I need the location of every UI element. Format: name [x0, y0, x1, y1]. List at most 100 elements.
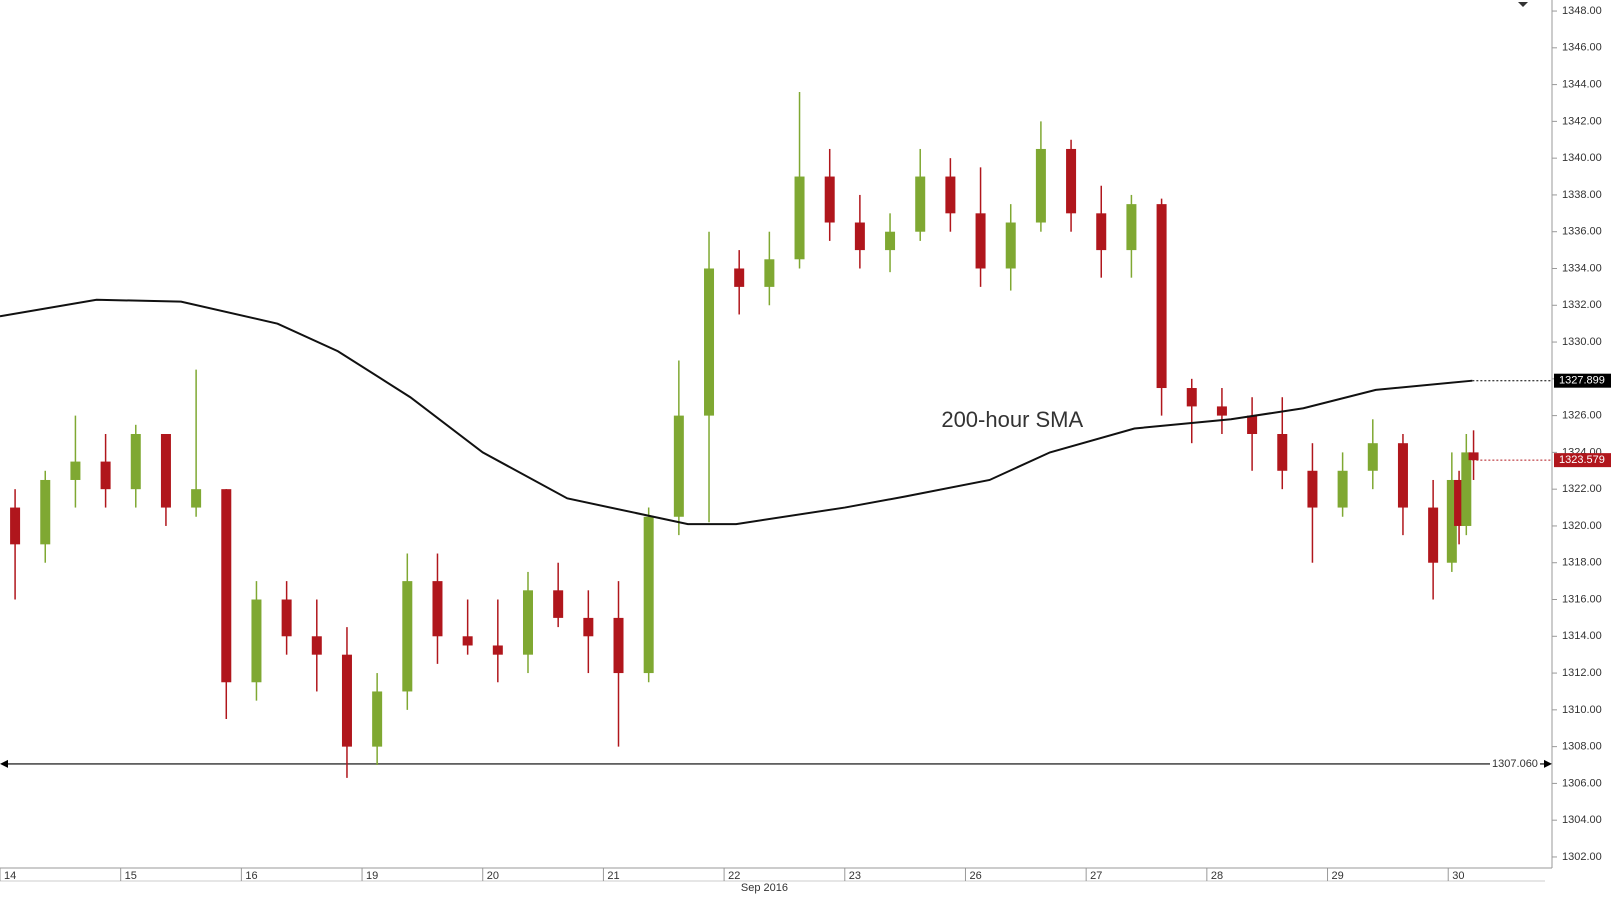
- x-tick-label: 29: [1332, 870, 1344, 882]
- candle-body: [1247, 415, 1258, 434]
- y-tick-label: 1338.00: [1562, 189, 1602, 201]
- candle-body: [1216, 406, 1227, 416]
- x-tick-label: 23: [849, 870, 861, 882]
- candle-body: [1307, 470, 1318, 508]
- candle-body: [945, 176, 956, 214]
- candle-body: [522, 590, 533, 655]
- candle-body: [1005, 222, 1016, 269]
- y-tick-label: 1330.00: [1562, 336, 1602, 348]
- candle-body: [160, 434, 171, 508]
- candle-body: [100, 461, 111, 490]
- x-tick-label: 19: [366, 870, 378, 882]
- last_price-box: [1554, 453, 1611, 468]
- last_price-label: 1323.579: [1559, 454, 1605, 466]
- candle-body: [794, 176, 805, 260]
- candle-body: [915, 176, 926, 232]
- candle-body: [191, 489, 202, 508]
- candle-body: [613, 617, 624, 674]
- support-label: 1307.060: [1492, 758, 1538, 770]
- annotation: 200-hour SMA: [941, 407, 1083, 432]
- candle-body: [704, 268, 715, 416]
- candle-body: [1428, 507, 1439, 563]
- x-tick-label: 20: [487, 870, 499, 882]
- support-label-bg: [1490, 756, 1540, 771]
- candle-body: [643, 516, 654, 674]
- x-tick-label: 21: [607, 870, 619, 882]
- y-tick-label: 1336.00: [1562, 226, 1602, 238]
- candle-body: [221, 489, 232, 683]
- candle-body: [1397, 443, 1408, 508]
- candle-body: [824, 176, 835, 223]
- candle-body: [673, 415, 684, 517]
- support-arrow-right: [1544, 759, 1552, 768]
- y-tick-label: 1314.00: [1562, 630, 1602, 642]
- candle-body: [492, 645, 503, 655]
- candle-body: [854, 222, 865, 251]
- x-tick-label: 15: [125, 870, 137, 882]
- x-tick-label: 27: [1090, 870, 1102, 882]
- menu-arrow[interactable]: [1518, 2, 1528, 7]
- y-tick-label: 1322.00: [1562, 483, 1602, 495]
- y-tick-label: 1326.00: [1562, 410, 1602, 422]
- candle-body: [251, 599, 262, 683]
- support-arrow-left: [0, 759, 8, 768]
- x-tick-label: 30: [1452, 870, 1464, 882]
- sma_last-label: 1327.899: [1559, 375, 1605, 387]
- candle-body: [372, 691, 383, 747]
- y-tick-label: 1344.00: [1562, 78, 1602, 90]
- y-tick-label: 1308.00: [1562, 741, 1602, 753]
- candle-body: [130, 434, 141, 490]
- y-tick-label: 1340.00: [1562, 152, 1602, 164]
- x-tick-label: 22: [728, 870, 740, 882]
- candle-body: [281, 599, 292, 637]
- candle-body: [10, 507, 21, 545]
- y-tick-label: 1304.00: [1562, 814, 1602, 826]
- candle-body: [1454, 479, 1465, 526]
- x-tick-label: 14: [4, 870, 16, 882]
- candle-body: [432, 581, 443, 637]
- candle-body: [402, 581, 413, 692]
- y-tick-label: 1342.00: [1562, 115, 1602, 127]
- candle-body: [1277, 434, 1288, 471]
- candle-body: [462, 636, 473, 646]
- y-tick-label: 1318.00: [1562, 557, 1602, 569]
- candle-body: [341, 654, 352, 747]
- candle-body: [1066, 148, 1077, 214]
- y-tick-label: 1346.00: [1562, 42, 1602, 54]
- y-tick-label: 1306.00: [1562, 777, 1602, 789]
- x-tick-label: 26: [969, 870, 981, 882]
- candle-body: [70, 461, 81, 480]
- sma-line: [0, 298, 1473, 526]
- candle-body: [1446, 479, 1457, 563]
- candle-body: [764, 259, 775, 287]
- candle-body: [1367, 443, 1378, 471]
- y-tick-label: 1332.00: [1562, 299, 1602, 311]
- candle-body: [1156, 204, 1167, 389]
- candle-body: [1126, 204, 1137, 251]
- candle-body: [1461, 452, 1472, 526]
- candle-body: [583, 617, 594, 637]
- y-tick-label: 1312.00: [1562, 667, 1602, 679]
- sma_last-box: [1554, 373, 1611, 388]
- candle-body: [975, 213, 986, 269]
- y-tick-label: 1316.00: [1562, 593, 1602, 605]
- y-tick-label: 1310.00: [1562, 704, 1602, 716]
- candle-body: [1096, 213, 1107, 251]
- candle-body: [1186, 388, 1197, 407]
- x-tick-label: 28: [1211, 870, 1223, 882]
- candle-body: [1337, 470, 1348, 508]
- candle-body: [1468, 452, 1479, 461]
- candle-body: [734, 268, 745, 287]
- y-tick-label: 1348.00: [1562, 5, 1602, 17]
- candle-body: [40, 479, 51, 545]
- candle-body: [1035, 148, 1046, 223]
- month-label: Sep 2016: [741, 882, 788, 894]
- y-tick-label: 1302.00: [1562, 851, 1602, 863]
- x-tick-label: 16: [245, 870, 257, 882]
- candle-body: [885, 231, 896, 251]
- y-tick-label: 1320.00: [1562, 520, 1602, 532]
- candle-body: [553, 590, 564, 618]
- y-tick-label: 1334.00: [1562, 262, 1602, 274]
